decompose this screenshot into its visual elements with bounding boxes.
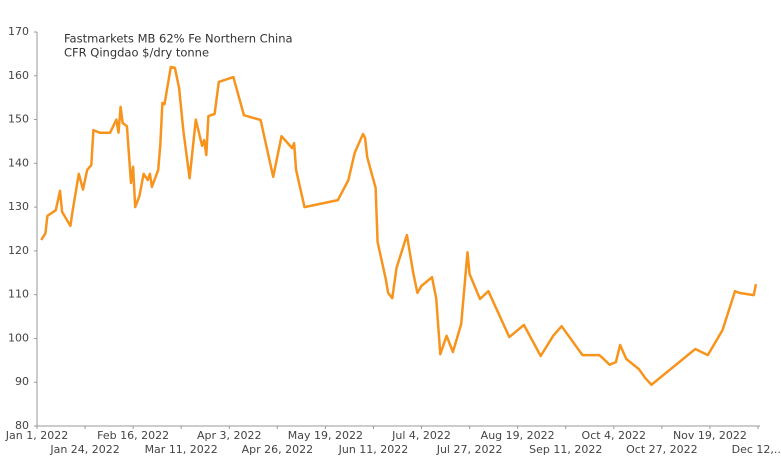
y-tick-label: 80 xyxy=(15,419,29,432)
x-tick-label: May 19, 2022 xyxy=(288,429,363,442)
y-tick-label: 140 xyxy=(8,156,29,169)
x-tick-label: Oct 4, 2022 xyxy=(582,429,647,442)
y-tick-label: 130 xyxy=(8,200,29,213)
x-tick-label: Aug 19, 2022 xyxy=(481,429,555,442)
y-tick-label: 150 xyxy=(8,113,29,126)
x-tick-label: Apr 26, 2022 xyxy=(242,443,314,456)
chart-title: Fastmarkets MB 62% Fe Northern China xyxy=(64,32,293,46)
y-tick-label: 110 xyxy=(8,288,29,301)
x-tick-label: Jan 24, 2022 xyxy=(49,443,119,456)
x-tick-label: Jun 11, 2022 xyxy=(338,443,409,456)
x-tick-label: Jul 27, 2022 xyxy=(436,443,503,456)
y-tick-label: 170 xyxy=(8,25,29,38)
x-tick-label: Mar 11, 2022 xyxy=(145,443,218,456)
x-tick-label: Jul 4, 2022 xyxy=(391,429,451,442)
x-tick-label: Nov 19, 2022 xyxy=(673,429,747,442)
chart-subtitle: CFR Qingdao $/dry tonne xyxy=(64,46,209,60)
y-tick-label: 120 xyxy=(8,244,29,257)
x-tick-label: Feb 16, 2022 xyxy=(97,429,169,442)
x-tick-label: Dec 12,... xyxy=(732,443,781,456)
x-tick-label: Jan 1, 2022 xyxy=(5,429,68,442)
y-tick-label: 160 xyxy=(8,69,29,82)
y-tick-label: 100 xyxy=(8,331,29,344)
x-tick-label: Sep 11, 2022 xyxy=(529,443,602,456)
price-line xyxy=(40,65,758,387)
x-tick-label: Apr 3, 2022 xyxy=(197,429,262,442)
x-tick-label: Oct 27, 2022 xyxy=(626,443,698,456)
y-tick-label: 90 xyxy=(15,375,29,388)
